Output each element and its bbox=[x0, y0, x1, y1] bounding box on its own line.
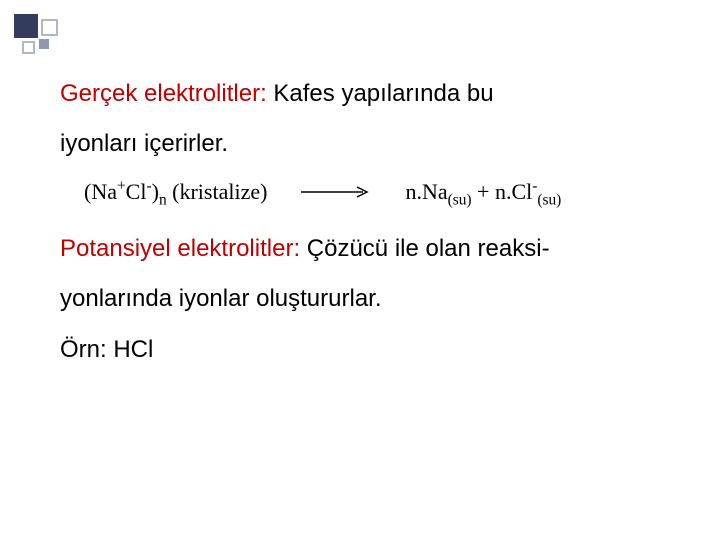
equation-right: n.Na(su) + n.Cl-(su) bbox=[405, 179, 561, 205]
paragraph-2-line-1: Potansiyel elektrolitler: Çözücü ile ola… bbox=[60, 233, 670, 265]
eq-text: (kristalize) bbox=[167, 179, 268, 204]
slide-content: Gerçek elektrolitler: Kafes yapılarında … bbox=[60, 78, 670, 384]
paragraph-1-line-2: iyonları içerirler. bbox=[60, 128, 670, 160]
eq-text: + n.Cl bbox=[472, 179, 533, 204]
eq-sup: + bbox=[117, 177, 126, 194]
square-icon bbox=[22, 41, 35, 54]
term-red: Gerçek elektrolitler: bbox=[60, 80, 267, 107]
eq-text: Cl bbox=[126, 179, 147, 204]
body-text: Çözücü ile olan reaksi- bbox=[300, 235, 549, 262]
slide: Gerçek elektrolitler: Kafes yapılarında … bbox=[0, 0, 720, 540]
square-icon bbox=[14, 14, 38, 38]
paragraph-2-line-2: yonlarında iyonlar oluştururlar. bbox=[60, 283, 670, 315]
eq-text: ) bbox=[152, 179, 159, 204]
square-icon bbox=[41, 19, 58, 36]
eq-text: n.Na bbox=[405, 179, 447, 204]
eq-sub: n bbox=[159, 191, 167, 208]
body-text: Kafes yapılarında bu bbox=[267, 80, 494, 107]
square-icon bbox=[39, 39, 49, 49]
equation-left: (Na+Cl-)n (kristalize) bbox=[84, 179, 267, 205]
eq-text: (Na bbox=[84, 179, 117, 204]
term-red: Potansiyel elektrolitler: bbox=[60, 235, 300, 262]
paragraph-1-line-1: Gerçek elektrolitler: Kafes yapılarında … bbox=[60, 78, 670, 110]
equation-row: (Na+Cl-)n (kristalize) n.Na(su) + n.Cl-(… bbox=[84, 179, 670, 205]
arrow-icon bbox=[301, 185, 371, 199]
example-line: Örn: HCl bbox=[60, 334, 670, 366]
eq-sub: (su) bbox=[448, 191, 472, 208]
corner-decoration bbox=[14, 14, 74, 64]
eq-sub: (su) bbox=[537, 191, 561, 208]
